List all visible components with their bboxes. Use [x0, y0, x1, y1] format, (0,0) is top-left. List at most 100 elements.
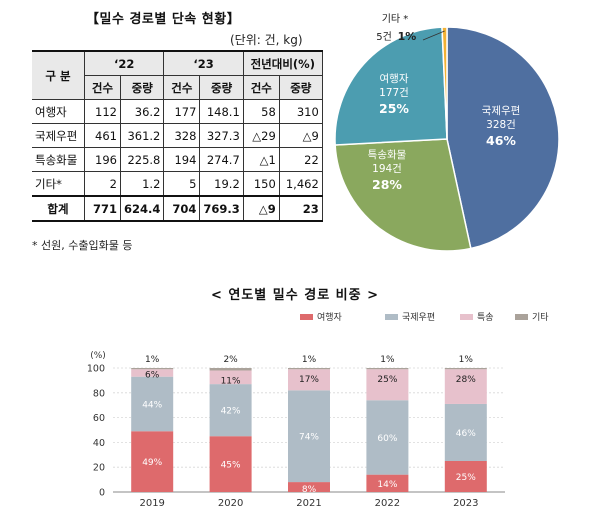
cell: 194 — [163, 147, 201, 172]
unit-label: (단위: 건, kg) — [230, 33, 303, 47]
y-tick-label: 40 — [93, 438, 105, 449]
pie-label-name: 여행자 — [380, 73, 409, 85]
pie-label-percent: 1% — [398, 30, 417, 43]
smuggling-route-table: 구 분 ‘22 ‘23 전년대비(%) 건수 중량 건수 중량 건수 중량 여행… — [32, 50, 323, 222]
pie-label-percent: 25% — [379, 101, 409, 116]
bar-data-label: 6% — [145, 371, 160, 381]
bar-segment — [288, 390, 330, 483]
bar-segment — [131, 369, 174, 377]
cell: 23 — [278, 195, 323, 222]
bar-data-label: 44% — [142, 400, 162, 410]
pie-label-name: 기타 * — [382, 13, 409, 25]
row-label: 합계 — [32, 195, 85, 222]
cell: △9 — [242, 195, 280, 222]
cell: 1.2 — [119, 171, 165, 197]
cell: 1,462 — [278, 171, 323, 197]
bar-data-label: 1% — [459, 355, 474, 365]
x-tick-label: 2021 — [296, 498, 321, 509]
y-tick-label: 20 — [93, 463, 105, 474]
cell: 36.2 — [119, 99, 165, 124]
table-title: 【밀수 경로별 단속 현황】 — [86, 12, 241, 27]
bar-segment — [131, 368, 174, 370]
header-year-23: ‘23 — [163, 50, 244, 76]
bar-segment — [209, 384, 252, 437]
bar-data-label: 46% — [456, 429, 476, 439]
cell: 704 — [163, 195, 201, 222]
x-tick-label: 2023 — [453, 498, 478, 509]
header-weight: 중량 — [199, 75, 244, 100]
cell: 19.2 — [199, 171, 244, 197]
bar-chart-title: < 연도별 밀수 경로 비중 > — [210, 288, 380, 303]
bar-data-label: 1% — [302, 355, 317, 365]
header-count: 건수 — [84, 75, 121, 100]
header-year-22: ‘22 — [83, 50, 165, 76]
y-tick-label: 80 — [93, 388, 105, 399]
cell: 310 — [278, 99, 323, 124]
bar-data-label: 17% — [299, 375, 319, 385]
pie-label-count: 328건 — [486, 119, 516, 131]
bar-segment — [131, 376, 174, 432]
table-row: 특송화물 196 225.8 194 274.7 △1 22 — [32, 147, 323, 172]
header-count: 건수 — [163, 75, 201, 100]
bar-data-label: 11% — [221, 376, 241, 386]
row-label: 특송화물 — [32, 147, 85, 172]
legend-swatch — [300, 314, 313, 320]
bar-data-label: 1% — [145, 355, 160, 365]
cell: 22 — [278, 147, 323, 172]
bar-segment — [444, 369, 487, 404]
header-count: 건수 — [242, 75, 280, 100]
header-yoy: 전년대비(%) — [242, 50, 323, 76]
bar-segment — [366, 474, 409, 492]
pie-label-percent: 28% — [372, 177, 402, 192]
row-label: 기타* — [32, 171, 85, 197]
cell: 225.8 — [119, 147, 165, 172]
y-tick-label: 100 — [87, 364, 105, 375]
pie-slice — [446, 26, 560, 250]
bar-segment — [209, 370, 252, 385]
bar-segment — [366, 400, 409, 475]
pie-label-name: 특송화물 — [368, 149, 407, 161]
row-label: 국제우편 — [32, 123, 85, 148]
bar-data-label: 74% — [299, 433, 319, 443]
bar-segment — [444, 403, 487, 461]
bar-data-label: 25% — [377, 375, 397, 385]
bar-data-label: 8% — [302, 485, 317, 495]
legend-label: 특송 — [477, 312, 494, 323]
legend-swatch — [515, 314, 528, 320]
bar-segment — [444, 368, 487, 370]
cell: 148.1 — [199, 99, 244, 124]
pie-label-count: 194건 — [372, 163, 402, 175]
header-gubun: 구 분 — [32, 50, 85, 100]
bar-data-label: 60% — [377, 434, 397, 444]
pie-label-name: 국제우편 — [482, 104, 521, 117]
footnote: * 선원, 수출입화물 등 — [32, 239, 133, 252]
cell: 327.3 — [199, 123, 244, 148]
bar-data-label: 28% — [456, 375, 476, 385]
bar-segment — [288, 482, 330, 492]
x-tick-label: 2022 — [375, 498, 400, 509]
table-row: 여행자 112 36.2 177 148.1 58 310 — [32, 99, 323, 124]
bar-segment — [444, 461, 487, 492]
legend-label: 여행자 — [317, 311, 343, 323]
legend-swatch — [460, 314, 473, 320]
legend-swatch — [385, 314, 398, 320]
pie-label-count: 177건 — [379, 87, 409, 99]
bar-segment — [288, 369, 330, 391]
cell: 274.7 — [199, 147, 244, 172]
bar-data-label: 1% — [380, 355, 395, 365]
cell: 769.3 — [199, 195, 244, 222]
pie-slice — [334, 138, 472, 252]
x-tick-label: 2020 — [218, 498, 243, 509]
bar-segment — [366, 368, 409, 370]
pie-label-count: 5건 — [376, 31, 392, 43]
pie-slice — [441, 26, 448, 140]
bar-data-label: 2% — [223, 355, 238, 365]
pie-slice — [334, 26, 448, 146]
header-weight: 중량 — [278, 75, 323, 100]
table-row: 국제우편 461 361.2 328 327.3 △29 △9 — [32, 123, 323, 148]
y-tick-label: 60 — [93, 413, 105, 424]
cell: 112 — [84, 99, 121, 124]
cell: △1 — [242, 147, 280, 172]
legend-label: 국제우편 — [402, 311, 435, 323]
